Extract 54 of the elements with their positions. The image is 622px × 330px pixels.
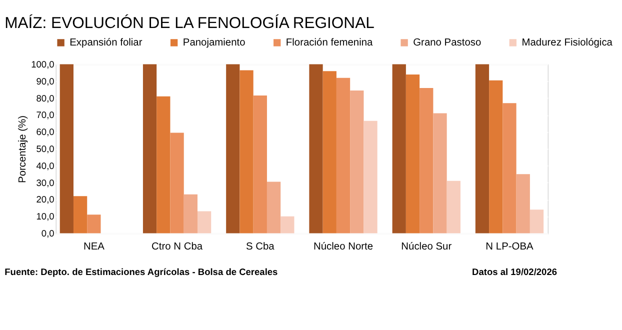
x-tick-label: NEA xyxy=(83,242,105,253)
bar xyxy=(530,210,544,234)
x-tick-label: Núcleo Sur xyxy=(401,242,452,253)
bar xyxy=(197,211,212,234)
bar xyxy=(502,103,516,234)
bar xyxy=(266,182,281,234)
chart-title: MAÍZ: EVOLUCIÓN DE LA FENOLOGÍA REGIONAL xyxy=(4,14,375,32)
bar xyxy=(280,216,294,234)
y-tick-label: 80,0 xyxy=(36,93,54,104)
bar xyxy=(406,74,420,234)
bar xyxy=(392,64,406,234)
bar xyxy=(322,71,336,234)
bar xyxy=(73,196,88,234)
y-tick-label: 0,0 xyxy=(41,228,54,239)
bar xyxy=(350,90,364,234)
bar xyxy=(420,88,434,234)
y-tick-label: 100,0 xyxy=(31,60,54,70)
bar xyxy=(489,80,503,234)
y-axis-title: Porcentaje (%) xyxy=(18,116,29,183)
bar xyxy=(87,214,101,234)
bar xyxy=(184,194,198,234)
y-tick-label: 60,0 xyxy=(36,127,54,138)
legend-label: Floración femenina xyxy=(286,38,374,49)
bar xyxy=(142,64,157,234)
bar xyxy=(253,96,267,234)
bar xyxy=(475,64,490,234)
y-tick-label: 30,0 xyxy=(36,178,54,188)
legend-label: Expansión foliar xyxy=(70,38,143,49)
bar xyxy=(226,64,240,234)
y-tick-label: 50,0 xyxy=(36,144,54,154)
legend-label: Grano Pastoso xyxy=(413,38,482,49)
bar xyxy=(156,96,170,234)
y-tick-label: 40,0 xyxy=(36,160,54,171)
x-tick-label: Núcleo Norte xyxy=(314,242,374,253)
bar xyxy=(364,120,378,234)
text: Datos al 19/02/2026 xyxy=(472,267,558,278)
y-tick-label: 70,0 xyxy=(36,110,54,120)
bar xyxy=(240,70,254,234)
bar xyxy=(433,113,447,234)
y-tick-label: 20,0 xyxy=(36,194,54,205)
legend-label: Panojamiento xyxy=(182,38,246,49)
source-note: Fuente: Depto. de Estimaciones Agrícolas - Bolsa de Cereales xyxy=(4,267,278,278)
y-tick-label: 90,0 xyxy=(36,76,54,86)
legend-label: Madurez Fisiológica xyxy=(522,38,613,49)
y-tick-label: 10,0 xyxy=(36,212,54,222)
bar xyxy=(170,132,184,234)
x-tick-label: Ctro N Cba xyxy=(152,242,203,253)
bar xyxy=(309,64,323,234)
x-tick-label: S Cba xyxy=(246,242,275,253)
bar xyxy=(60,64,74,234)
bar xyxy=(516,174,530,234)
bar xyxy=(336,78,350,234)
x-tick-label: N LP-OBA xyxy=(486,242,534,253)
bar xyxy=(446,180,460,234)
